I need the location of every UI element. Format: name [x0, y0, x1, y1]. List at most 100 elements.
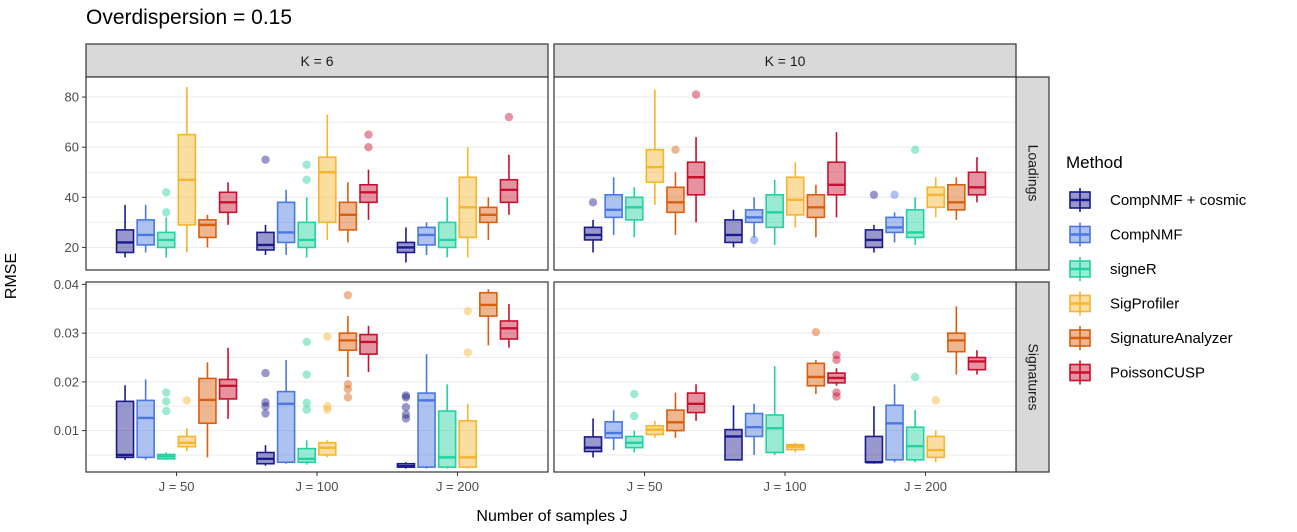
box-iqr: [967, 171, 987, 196]
box-iqr: [317, 156, 337, 224]
outlier-point: [811, 327, 821, 337]
box-iqr: [947, 332, 966, 353]
x-tick-label: J = 200: [904, 479, 947, 494]
box-compnmf-200: [885, 384, 904, 463]
outlier-point: [162, 397, 171, 406]
box-iqr: [885, 404, 904, 461]
box-poissoncusp-100: [359, 325, 378, 373]
outlier-point: [910, 145, 920, 154]
legend-label: CompNMF + cosmic: [1110, 192, 1247, 209]
strip-label-signatures: Signatures: [1025, 344, 1041, 411]
box-iqr: [276, 201, 296, 244]
box-signatureanalyzer-50: [666, 392, 685, 438]
box-signer-100: [765, 366, 785, 455]
box-sigprofiler-200: [926, 177, 946, 218]
outlier-point: [364, 130, 373, 139]
strip-label-k10: K = 10: [765, 53, 806, 69]
box-iqr: [499, 320, 519, 340]
box-iqr: [136, 399, 155, 459]
box-iqr: [359, 333, 378, 355]
box-signatureanalyzer-100: [338, 290, 358, 402]
box-compnmf-100: [276, 189, 296, 255]
legend: Method CompNMF + cosmic CompNMF signeR SigP…: [1066, 153, 1247, 385]
outlier-point: [323, 402, 332, 411]
box-signer-200: [437, 384, 457, 469]
box-iqr: [198, 219, 217, 239]
box-iqr: [947, 183, 966, 211]
box-iqr: [765, 194, 785, 229]
outlier-point: [910, 372, 920, 382]
strip-k6: K = 6: [85, 43, 549, 78]
box-iqr: [827, 161, 846, 196]
y-axis-title: RMSE: [3, 253, 20, 299]
box-iqr: [724, 219, 743, 244]
box-iqr: [967, 356, 987, 371]
outlier-point: [343, 380, 353, 389]
strip-loadings: Loadings: [1015, 76, 1050, 271]
box-compnmf-cosmic-200: [396, 391, 416, 469]
box-iqr: [806, 362, 826, 387]
box-sigprofiler-200: [458, 307, 478, 469]
box-iqr: [645, 148, 665, 184]
outlier-point: [343, 384, 353, 394]
outlier-point: [869, 190, 879, 200]
box-iqr: [458, 420, 478, 468]
box-poissoncusp-50: [218, 347, 238, 419]
outlier-point: [261, 368, 270, 378]
box-poissoncusp-100: [827, 132, 846, 218]
box-iqr: [417, 226, 436, 246]
box-signer-200: [437, 197, 457, 258]
x-tick-label: J = 50: [627, 479, 663, 494]
y-tick-label: 20: [65, 240, 79, 255]
strip-label-k6: K = 6: [300, 53, 333, 69]
legend-item-signatureanalyzer: SignatureAnalyzer: [1069, 326, 1233, 350]
panel-signatures-k10: J = 50 J = 100 J = 200: [553, 281, 1017, 494]
box-iqr: [256, 231, 275, 251]
box-signer-100: [765, 179, 785, 245]
box-iqr: [583, 226, 603, 241]
x-axis-title: Number of samples J: [476, 508, 627, 525]
outlier-point: [261, 398, 270, 407]
box-signatureanalyzer-200: [479, 197, 498, 240]
outlier-point: [302, 337, 311, 347]
box-iqr: [905, 426, 925, 461]
x-tick-label: J = 100: [763, 479, 806, 494]
outlier-point: [401, 403, 411, 412]
box-poissoncusp-50: [686, 90, 706, 223]
box-sigprofiler-100: [317, 332, 337, 458]
box-compnmf-cosmic-50: [115, 385, 135, 460]
box-iqr: [744, 412, 764, 438]
box-compnmf-50: [604, 410, 623, 451]
strip-k10: K = 10: [553, 43, 1017, 78]
legend-item-compnmf-cosmic: CompNMF + cosmic: [1069, 188, 1247, 212]
legend-label: signeR: [1110, 261, 1157, 278]
box-poissoncusp-50: [218, 182, 238, 225]
outlier-point: [302, 398, 311, 408]
box-iqr: [624, 196, 644, 221]
outlier-point: [401, 414, 411, 423]
outlier-point: [162, 406, 171, 416]
box-signatureanalyzer-50: [666, 145, 685, 235]
panel-border: [553, 76, 1017, 271]
box-iqr: [297, 447, 317, 464]
box-signer-50: [156, 188, 176, 258]
box-compnmf-cosmic-100: [724, 209, 743, 248]
box-sigprofiler-100: [317, 114, 337, 240]
box-compnmf-100: [744, 403, 764, 455]
box-compnmf-cosmic-200: [396, 227, 416, 263]
box-compnmf-50: [604, 177, 623, 235]
box-sigprofiler-50: [645, 89, 665, 205]
box-compnmf-50: [136, 204, 155, 253]
box-signatureanalyzer-200: [947, 306, 966, 375]
box-compnmf-100: [276, 359, 296, 464]
y-tick-label: 0.04: [54, 277, 79, 292]
panel-loadings-k10: [553, 76, 1017, 271]
box-signatureanalyzer-100: [806, 184, 826, 238]
box-sigprofiler-100: [785, 162, 805, 228]
box-compnmf-200: [885, 190, 904, 243]
outlier-point: [261, 402, 270, 411]
y-tick-label: 60: [65, 140, 79, 155]
box-signer-100: [297, 337, 317, 465]
outlier-point: [261, 155, 270, 164]
